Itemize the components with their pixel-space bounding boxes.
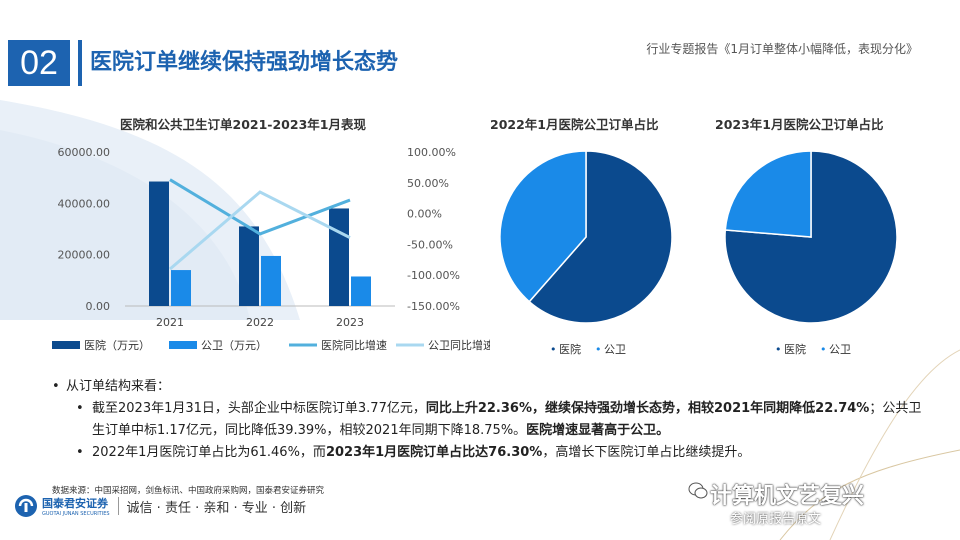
bar-public-health xyxy=(171,270,191,306)
right-axis-tick-label: 0.00% xyxy=(407,208,442,221)
pie-2022-title: 2022年1月医院公卫订单占比 xyxy=(490,117,659,132)
pie-2023-title: 2023年1月医院公卫订单占比 xyxy=(715,117,884,132)
legend-label: 医院同比增速 xyxy=(321,338,387,352)
logo-name-en: GUOTAI JUNAN SECURITIES xyxy=(42,511,110,517)
bar-chart-title: 医院和公共卫生订单2021-2023年1月表现 xyxy=(120,117,366,132)
pie-chart-2022: • 医院 • 公卫 xyxy=(499,150,673,356)
x-axis-tick-label: 2022 xyxy=(246,316,274,329)
x-axis-tick-label: 2021 xyxy=(156,316,184,329)
pie-chart-2023: • 医院 • 公卫 xyxy=(724,150,898,356)
left-axis-tick-label: 0.00 xyxy=(86,300,111,313)
pie-slice-public-health xyxy=(724,150,812,238)
watermark-account: 计算机文艺复兴 xyxy=(710,484,865,509)
bar-public-health xyxy=(351,276,371,306)
legend-marker: • xyxy=(820,343,827,356)
bar-hospital xyxy=(239,226,259,306)
slogan-divider xyxy=(117,497,119,515)
legend-marker: • xyxy=(775,343,782,356)
legend-label: 公卫同比增速 xyxy=(428,338,490,352)
legend-swatch xyxy=(169,341,197,349)
right-axis-tick-label: -100.00% xyxy=(407,269,460,282)
bullet-list: • 从订单结构来看： • 截至2023年1月31日，头部企业中标医院订单3.77亿元… xyxy=(52,376,932,464)
x-axis-tick-label: 2023 xyxy=(336,316,364,329)
title-accent-bar xyxy=(78,40,82,86)
pie-slice-hospital xyxy=(528,150,673,324)
left-axis-tick-label: 60000.00 xyxy=(58,146,111,159)
bar-public-health xyxy=(261,255,281,306)
right-axis-tick-label: -150.00% xyxy=(407,300,460,313)
line-public-health-yoy xyxy=(169,190,351,271)
legend-label: 医院 xyxy=(559,342,581,356)
logo-name: 国泰君安证券 xyxy=(42,497,108,510)
right-axis-tick-label: -50.00% xyxy=(407,238,453,251)
data-source: 数据来源：中国采招网，剑鱼标讯、中国政府采购网，国泰君安证券研究 xyxy=(52,486,325,496)
bar-hospital xyxy=(329,208,349,306)
wechat-icon xyxy=(688,482,708,499)
footer-brand: 国泰君安证券 GUOTAI JUNAN SECURITIES 诚信 · 责任 ·… xyxy=(14,494,306,518)
right-axis-tick-label: 50.00% xyxy=(407,177,449,190)
report-name: 行业专题报告《1月订单整体小幅降低，表现分化》 xyxy=(646,42,918,56)
page-title: 医院订单继续保持强劲增长态势 xyxy=(90,50,399,75)
legend-label: 公卫 xyxy=(604,343,626,356)
pie-slice-hospital xyxy=(724,150,898,324)
right-axis-tick-label: 100.00% xyxy=(407,146,456,159)
combo-bar-line-chart: 0.00 20000.00 40000.00 60000.00 -150.00% -100… xyxy=(52,146,490,352)
legend-label: 医院（万元） xyxy=(84,338,150,352)
slogan: 诚信 · 责任 · 亲和 · 专业 · 创新 xyxy=(126,500,307,516)
left-axis-tick-label: 20000.00 xyxy=(58,249,111,262)
bar-hospital xyxy=(149,181,169,306)
line-hospital-yoy xyxy=(169,178,351,236)
bullet-structure-intro: • 从订单结构来看： xyxy=(52,379,171,394)
legend-label: 公卫 xyxy=(829,343,851,356)
section-number: 02 xyxy=(8,40,70,86)
legend-swatch xyxy=(52,341,80,349)
legend-label: 公卫（万元） xyxy=(201,339,267,352)
watermark-note: 参阅原报告原文 xyxy=(730,512,822,527)
legend-marker: • xyxy=(550,343,557,356)
legend-marker: • xyxy=(595,343,602,356)
legend-label: 医院 xyxy=(784,342,806,356)
left-axis-tick-label: 40000.00 xyxy=(58,197,111,210)
company-logo-icon xyxy=(15,495,37,517)
bullet-hospital-orders: • 截至2023年1月31日，头部企业中标医院订单3.77亿元，同比上升22.36… xyxy=(76,401,922,438)
pie-slice-public-health xyxy=(499,150,587,303)
bullet-order-share: • 2022年1月医院订单占比为61.46%，而2023年1月医院订单占比达76.… xyxy=(76,445,751,460)
